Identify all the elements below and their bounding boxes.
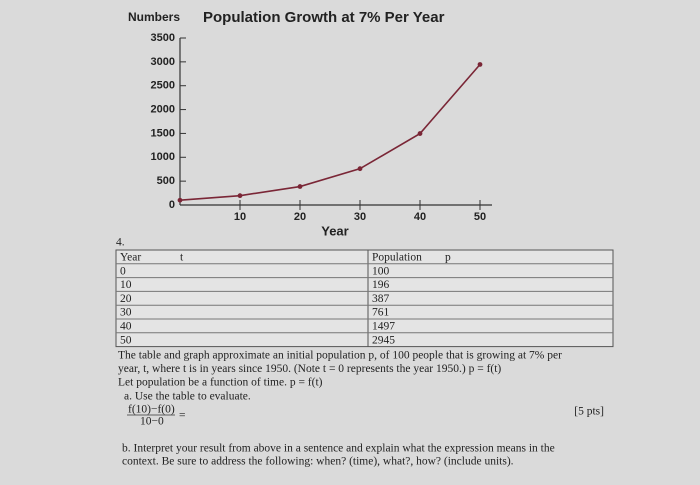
table-cell: 20 (120, 293, 132, 305)
y-tick-label: 2000 (151, 103, 175, 115)
chart-title: Population Growth at 7% Per Year (203, 9, 445, 26)
data-line (179, 63, 481, 202)
x-axis-label: Year (321, 223, 348, 238)
paragraph-line: year, t, where t is in years since 1950.… (118, 363, 501, 375)
x-tick-label: 40 (414, 211, 426, 223)
data-point (177, 197, 183, 203)
y-tick-label: 1000 (151, 151, 175, 163)
table-frame (115, 249, 614, 348)
table-cell: 40 (120, 321, 132, 333)
fraction-numerator: f(10)−f(0) (128, 404, 175, 416)
data-point (357, 166, 363, 172)
y-tick-label: 3500 (151, 32, 175, 44)
table-cell: 387 (372, 293, 390, 305)
y-tick-label: 500 (157, 175, 175, 187)
part-a: a. Use the table to evaluate. (124, 391, 251, 403)
table-header: Year (120, 252, 141, 264)
paragraph-line: Let population be a function of time. p … (118, 377, 323, 389)
x-tick-label: 20 (294, 211, 306, 223)
y-tick-label: 2500 (151, 80, 175, 92)
part-b: context. Be sure to address the followin… (122, 456, 514, 468)
table-cell: 30 (120, 307, 132, 319)
paragraph-line: The table and graph approximate an initi… (118, 350, 562, 362)
data-point (417, 131, 423, 136)
fraction-equals: = (179, 410, 186, 422)
x-tick-label: 10 (234, 211, 246, 223)
table-cell: 50 (120, 334, 132, 346)
part-b: b. Interpret your result from above in a… (122, 443, 555, 455)
points: [5 pts] (574, 406, 604, 418)
x-tick-label: 30 (354, 211, 366, 223)
table-cell: 761 (372, 307, 390, 319)
table-cell: 1497 (372, 321, 395, 333)
table-cell: 196 (372, 279, 390, 291)
table-header: p (445, 252, 451, 264)
table-cell: 100 (372, 265, 390, 277)
table-cell: 2945 (372, 334, 395, 346)
table-header: t (180, 252, 184, 264)
question-number: 4. (116, 237, 125, 249)
y-axis-label: Numbers (128, 10, 180, 24)
data-point (297, 184, 303, 189)
table-header: Population (372, 252, 422, 264)
table-cell: 0 (120, 265, 126, 277)
y-tick-label: 0 (169, 199, 175, 211)
fraction-denominator: 10−0 (140, 416, 164, 428)
data-point (477, 62, 483, 67)
y-tick-label: 1500 (151, 127, 175, 139)
data-point (237, 193, 243, 199)
y-tick-label: 3000 (151, 56, 175, 68)
x-tick-label: 50 (474, 211, 486, 223)
table-cell: 10 (120, 279, 132, 291)
